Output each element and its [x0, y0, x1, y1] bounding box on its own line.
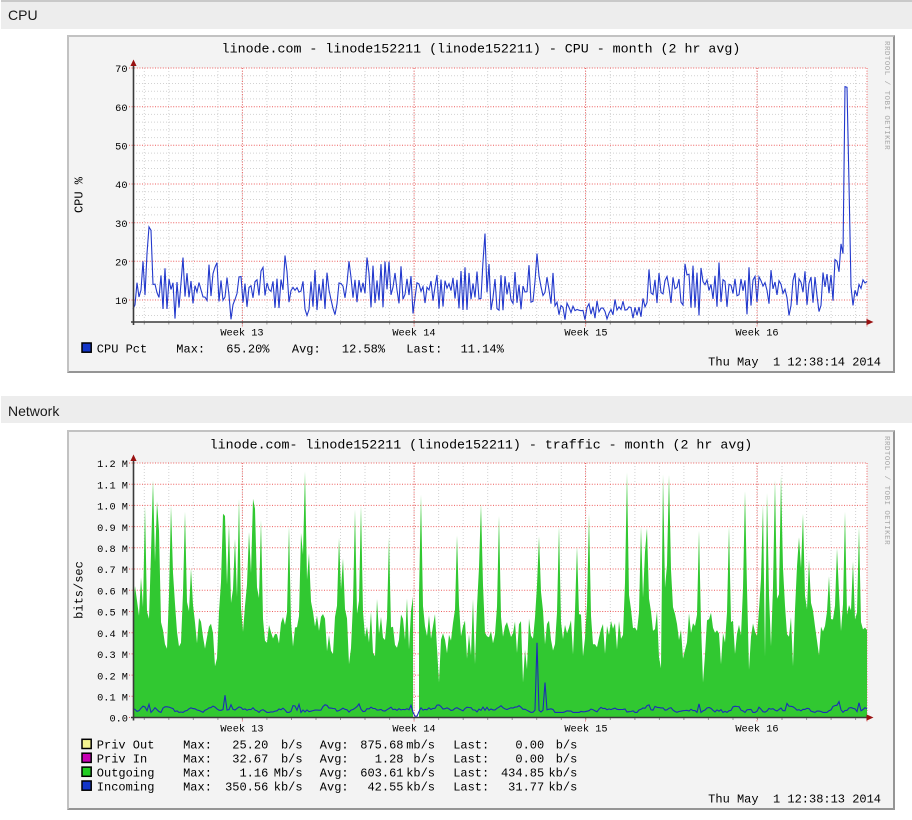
svg-text:Week 16: Week 16	[735, 724, 778, 736]
svg-text:60: 60	[115, 103, 127, 115]
svg-text:434.85: 434.85	[501, 766, 544, 780]
svg-text:Week 15: Week 15	[564, 724, 607, 736]
svg-text:kb/s: kb/s	[548, 766, 577, 780]
svg-text:Avg:: Avg:	[320, 753, 349, 767]
svg-text:0.2 M: 0.2 M	[97, 671, 128, 683]
svg-text:Week 13: Week 13	[220, 328, 263, 340]
svg-text:875.68: 875.68	[360, 739, 403, 753]
svg-text:b/s: b/s	[556, 739, 578, 753]
svg-text:kb/s: kb/s	[274, 780, 303, 794]
svg-text:b/s: b/s	[281, 753, 303, 767]
svg-text:Max:: Max:	[183, 753, 212, 767]
svg-text:Max:: Max:	[183, 739, 212, 753]
svg-text:42.55: 42.55	[367, 780, 403, 794]
svg-text:0.00: 0.00	[515, 753, 544, 767]
svg-text:mb/s: mb/s	[406, 739, 435, 753]
svg-text:Avg:: Avg:	[320, 766, 349, 780]
svg-text:0.7 M: 0.7 M	[97, 565, 128, 577]
svg-text:Outgoing: Outgoing	[97, 766, 155, 780]
svg-text:Thu May 1 12:38:13 2014: Thu May 1 12:38:13 2014	[708, 792, 881, 806]
svg-text:603.61: 603.61	[360, 766, 403, 780]
svg-text:Priv Out: Priv Out	[97, 739, 155, 753]
svg-text:Last:: Last:	[453, 766, 489, 780]
svg-text:kb/s: kb/s	[548, 780, 577, 794]
svg-text:350.56: 350.56	[225, 780, 268, 794]
svg-text:b/s: b/s	[281, 739, 303, 753]
svg-text:0.0: 0.0	[109, 714, 128, 726]
svg-text:40: 40	[115, 180, 127, 192]
svg-text:Mb/s: Mb/s	[274, 766, 303, 780]
svg-text:Incoming: Incoming	[97, 780, 155, 794]
svg-text:CPU %: CPU %	[72, 176, 86, 213]
svg-text:Week 16: Week 16	[735, 328, 778, 340]
svg-text:Avg:: Avg:	[292, 342, 321, 356]
svg-text:1.1 M: 1.1 M	[97, 480, 128, 492]
svg-text:linode.com- linode152211 (lino: linode.com- linode152211 (linode152211) …	[210, 438, 753, 453]
svg-text:kb/s: kb/s	[406, 766, 435, 780]
svg-text:RRDTOOL / TOBI OETIKER: RRDTOOL / TOBI OETIKER	[882, 41, 890, 150]
svg-text:32.67: 32.67	[232, 753, 268, 767]
svg-text:0.4 M: 0.4 M	[97, 629, 128, 641]
svg-text:Thu May 1 12:38:14 2014: Thu May 1 12:38:14 2014	[708, 355, 881, 369]
svg-text:30: 30	[115, 219, 127, 231]
svg-text:0.6 M: 0.6 M	[97, 586, 128, 598]
svg-text:1.28: 1.28	[375, 753, 404, 767]
svg-text:25.20: 25.20	[232, 739, 268, 753]
svg-text:linode.com - linode152211 (lin: linode.com - linode152211 (linode152211)…	[222, 42, 741, 57]
svg-text:Last:: Last:	[453, 753, 489, 767]
svg-text:1.2 M: 1.2 M	[97, 459, 128, 471]
svg-text:b/s: b/s	[556, 753, 578, 767]
svg-text:10: 10	[115, 296, 127, 308]
svg-text:kb/s: kb/s	[406, 780, 435, 794]
svg-text:Priv In: Priv In	[97, 753, 147, 767]
svg-text:Week 15: Week 15	[564, 328, 607, 340]
svg-text:1.0 M: 1.0 M	[97, 502, 128, 514]
svg-text:Week 14: Week 14	[392, 328, 435, 340]
svg-text:0.8 M: 0.8 M	[97, 544, 128, 556]
svg-text:CPU Pct: CPU Pct	[97, 342, 147, 356]
svg-text:65.20%: 65.20%	[226, 342, 270, 356]
svg-text:1.16: 1.16	[239, 766, 268, 780]
svg-text:Max:: Max:	[183, 766, 212, 780]
svg-text:70: 70	[115, 64, 127, 76]
svg-text:Week 14: Week 14	[392, 724, 435, 736]
svg-text:Avg:: Avg:	[320, 739, 349, 753]
svg-text:0.00: 0.00	[515, 739, 544, 753]
svg-text:0.1 M: 0.1 M	[97, 693, 128, 705]
svg-text:bits/sec: bits/sec	[72, 561, 86, 619]
svg-text:31.77: 31.77	[508, 780, 544, 794]
svg-text:b/s: b/s	[413, 753, 435, 767]
svg-text:RRDTOOL / TOBI OETIKER: RRDTOOL / TOBI OETIKER	[882, 436, 890, 545]
svg-text:Avg:: Avg:	[320, 780, 349, 794]
svg-text:50: 50	[115, 142, 127, 154]
svg-text:12.58%: 12.58%	[342, 342, 386, 356]
svg-text:11.14%: 11.14%	[461, 342, 505, 356]
svg-text:0.5 M: 0.5 M	[97, 608, 128, 620]
svg-text:20: 20	[115, 258, 127, 270]
svg-text:0.9 M: 0.9 M	[97, 523, 128, 535]
svg-text:Max:: Max:	[183, 780, 212, 794]
svg-text:Last:: Last:	[453, 739, 489, 753]
svg-text:0.3 M: 0.3 M	[97, 650, 128, 662]
svg-text:Week 13: Week 13	[220, 724, 263, 736]
svg-text:Last:: Last:	[453, 780, 489, 794]
svg-text:Max:: Max:	[176, 342, 205, 356]
svg-text:Last:: Last:	[406, 342, 442, 356]
